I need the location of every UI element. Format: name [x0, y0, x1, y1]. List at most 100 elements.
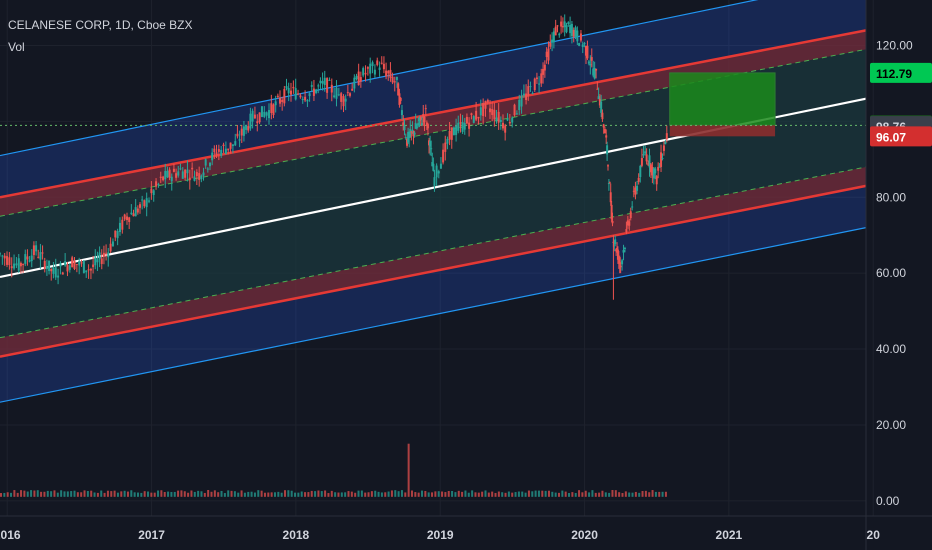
volume-bar [300, 491, 303, 497]
long-position-tool[interactable] [0, 72, 866, 137]
candle-body [393, 81, 396, 83]
volume-bar [70, 491, 73, 497]
volume-bar [444, 492, 447, 497]
candle-body [150, 188, 153, 194]
candle-body [89, 268, 92, 271]
upper-dashed-line [0, 48, 867, 217]
candle-body [319, 80, 322, 84]
candle-body [179, 168, 182, 170]
candle-body [484, 100, 487, 109]
volume-bar [297, 492, 300, 497]
volume-bar [441, 491, 444, 497]
candle-body [618, 257, 621, 264]
volume-bar [10, 492, 13, 497]
candle-body [279, 97, 282, 104]
volume-bar [451, 490, 454, 497]
volume-bar [217, 492, 220, 497]
candle-body [362, 68, 365, 76]
volume-bar [180, 490, 183, 497]
candle-body [459, 122, 462, 124]
volume-bar [23, 490, 26, 497]
candle-body [422, 114, 425, 118]
candle-body [586, 46, 589, 59]
volume-bar [654, 491, 657, 497]
candle-body [511, 117, 514, 123]
candle-body [610, 204, 613, 220]
candle-body [306, 99, 309, 102]
volume-bar [143, 491, 146, 497]
y-tick-label: 20.00 [876, 418, 906, 432]
candle-body [614, 239, 617, 245]
candle-body [542, 69, 545, 75]
y-tick-label: 120.00 [876, 39, 913, 53]
volume-bar [267, 492, 270, 497]
candle-body [563, 21, 566, 28]
candle-body [353, 77, 356, 89]
candle-body [632, 190, 635, 192]
candle-body [640, 158, 643, 166]
candle-body [39, 252, 42, 260]
candle-body [465, 116, 468, 124]
volume-bar [521, 491, 524, 497]
candle-body [399, 97, 402, 101]
candle-body [661, 158, 664, 160]
volume-bar [350, 491, 353, 497]
candle-body [245, 125, 248, 130]
volume-bar [547, 490, 550, 497]
candle-body [486, 100, 489, 103]
candle-body [202, 172, 205, 176]
volume-bar [568, 493, 571, 497]
candle-body [418, 116, 421, 122]
candle-body [107, 252, 110, 258]
candle-body [637, 177, 640, 182]
volume-bar [370, 491, 373, 497]
volume-bar [153, 492, 156, 497]
volume-bar [160, 490, 163, 497]
y-tick-label: 60.00 [876, 266, 906, 280]
volume-bar [474, 492, 477, 497]
candle-body [181, 171, 184, 179]
candle-body [253, 114, 256, 119]
y-tick-label: 40.00 [876, 342, 906, 356]
candle-body [600, 101, 603, 113]
volume-bar [357, 490, 360, 497]
volume-bar [167, 491, 170, 497]
volume-bar [197, 490, 200, 497]
candle-body [188, 177, 191, 181]
candle-body [272, 104, 275, 116]
volume-bar [120, 491, 123, 497]
candle-body [581, 44, 584, 48]
candle-body [477, 116, 480, 119]
candle-body [59, 263, 62, 267]
candle-body [468, 122, 471, 129]
volume-bar [641, 491, 644, 497]
volume-bar [621, 493, 624, 497]
volume-bar [487, 492, 490, 497]
candle-body [402, 122, 405, 126]
candle-body [626, 220, 629, 226]
candle-body [109, 243, 112, 252]
candle-body [227, 148, 230, 151]
volume-bar [273, 492, 276, 497]
volume-bar [407, 443, 410, 497]
symbol-title[interactable]: CELANESE CORP, 1D, Cboe BZX [8, 18, 193, 32]
candle-body [560, 21, 563, 27]
candle-body [502, 122, 505, 129]
x-tick-label: 2021 [716, 528, 743, 542]
candle-body [378, 67, 381, 70]
candle-body [98, 252, 101, 260]
volume-bar [90, 490, 93, 497]
volume-bar [257, 490, 260, 497]
volume-bar [631, 492, 634, 497]
candle-body [547, 48, 550, 61]
volume-bar [561, 490, 564, 497]
candle-body [623, 247, 626, 249]
x-tick-label: 2020 [571, 528, 598, 542]
candle-body [41, 252, 44, 254]
candle-body [82, 260, 85, 273]
volume-indicator-label[interactable]: Vol [8, 40, 25, 54]
candle-body [525, 93, 528, 100]
x-tick-label: 20 [867, 528, 881, 542]
stop-zone [669, 125, 776, 137]
